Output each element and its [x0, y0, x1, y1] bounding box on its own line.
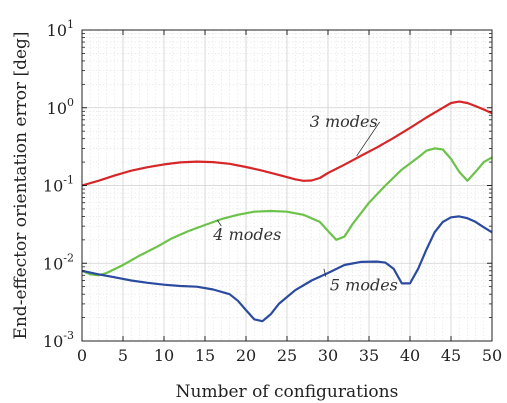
y-tick-label: 10-3: [43, 329, 74, 351]
y-tick-label: 10-2: [43, 251, 74, 273]
x-tick-label: 40: [400, 346, 420, 365]
grid: [81, 29, 493, 342]
x-axis-label: Number of configurations: [176, 382, 399, 402]
annotation-leader: [356, 121, 381, 157]
x-tick-label: 10: [154, 346, 174, 365]
x-tick-label: 45: [441, 346, 461, 365]
annotation-label: 3 modes: [310, 112, 378, 131]
x-tick-label: 15: [195, 346, 215, 365]
x-tick-label: 25: [277, 346, 297, 365]
y-tick-label: 100: [47, 96, 74, 118]
series-layer: [81, 100, 493, 323]
x-tick-label: 30: [318, 346, 338, 365]
x-tick-label: 50: [482, 346, 502, 365]
annotation-leader: [323, 268, 327, 277]
y-tick-label: 10-1: [43, 174, 74, 196]
y-axis-label: End-effector orientation error [deg]: [11, 31, 31, 339]
x-tick-label: 20: [236, 346, 256, 365]
series-line-1: [81, 100, 493, 187]
x-tick-label: 5: [118, 346, 128, 365]
annotation-leader: [216, 219, 222, 227]
series-line-3: [81, 215, 493, 323]
x-tick-label: 0: [77, 346, 87, 365]
annotations-layer: 3 modes 4 modes 5 modes: [212, 112, 398, 295]
x-tick-label: 35: [359, 346, 379, 365]
annotation-label: 4 modes: [212, 225, 281, 244]
ticks-layer: 0 5 10 15 20 25 30 35 40 45 50 10-3 10-2 10-1 100 101: [43, 18, 502, 365]
y-tick-label: 101: [47, 18, 74, 40]
series-line-2: [81, 147, 493, 277]
annotation-label: 5 modes: [330, 276, 398, 295]
